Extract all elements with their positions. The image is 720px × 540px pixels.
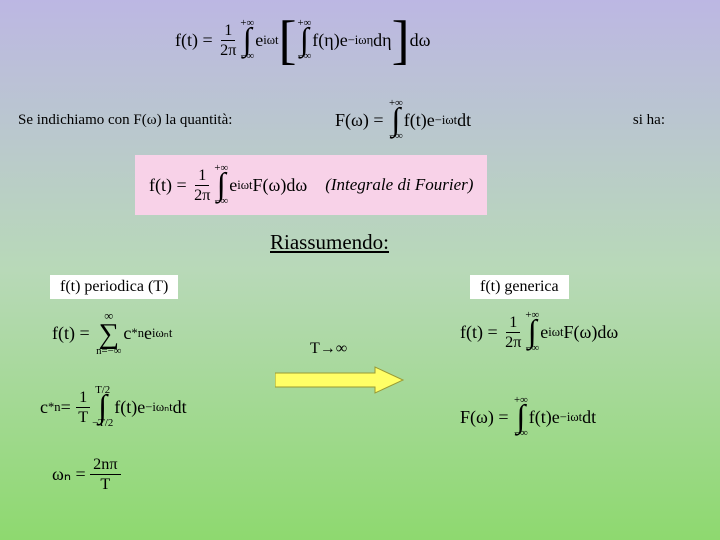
eq1-int1: +∞ ∫ −∞ [240, 18, 254, 62]
arrow-polygon [275, 367, 403, 393]
eq1-int2: +∞ ∫ −∞ [298, 18, 312, 62]
heading-riassumendo: Riassumendo: [270, 230, 389, 255]
eq1-lhs: f(t) = [175, 30, 213, 51]
fourier-integral-box: f(t) = 1 2π +∞ ∫ −∞ eiωt F(ω)dω (Integra… [135, 155, 487, 215]
text-si-ha: si ha: [633, 112, 665, 129]
equation-cn: c*n = 1 T T/2 ∫ −T/2 f(t)e−iωₙt dt [40, 385, 187, 429]
eq2-int: +∞ ∫ −∞ [389, 98, 403, 142]
pink-equation: f(t) = 1 2π +∞ ∫ −∞ eiωt F(ω)dω [149, 163, 307, 207]
label-periodica: f(t) periodica (T) [50, 275, 178, 299]
equation-ft-integral: f(t) = 1 2π +∞ ∫ −∞ eiωt F(ω)dω [460, 310, 618, 354]
eq1-frac: 1 2π [217, 21, 239, 60]
equation-f-omega-def: F(ω) = +∞ ∫ −∞ f(t)e−iωt dt [335, 98, 471, 142]
equation-series: f(t) = ∞ ∑ n=−∞ c*n eiωₙt [52, 310, 172, 356]
bracket-close: ] [392, 24, 410, 56]
text-se-indichiamo: Se indichiamo con F(ω) la quantità: [18, 112, 232, 129]
equation-double-integral: f(t) = 1 2π +∞ ∫ −∞ eiωt [ +∞ ∫ −∞ f(η)e… [175, 18, 430, 62]
arrow-label: T→∞ [310, 340, 347, 358]
label-generica: f(t) generica [470, 275, 569, 299]
equation-omega-n: ωₙ = 2nπ T [52, 455, 121, 494]
fourier-integral-note: (Integrale di Fourier) [325, 175, 473, 195]
equation-Fomega: F(ω) = +∞ ∫ −∞ f(t)e−iωt dt [460, 395, 596, 439]
arrow-icon [275, 365, 405, 395]
bracket-open: [ [279, 24, 297, 56]
